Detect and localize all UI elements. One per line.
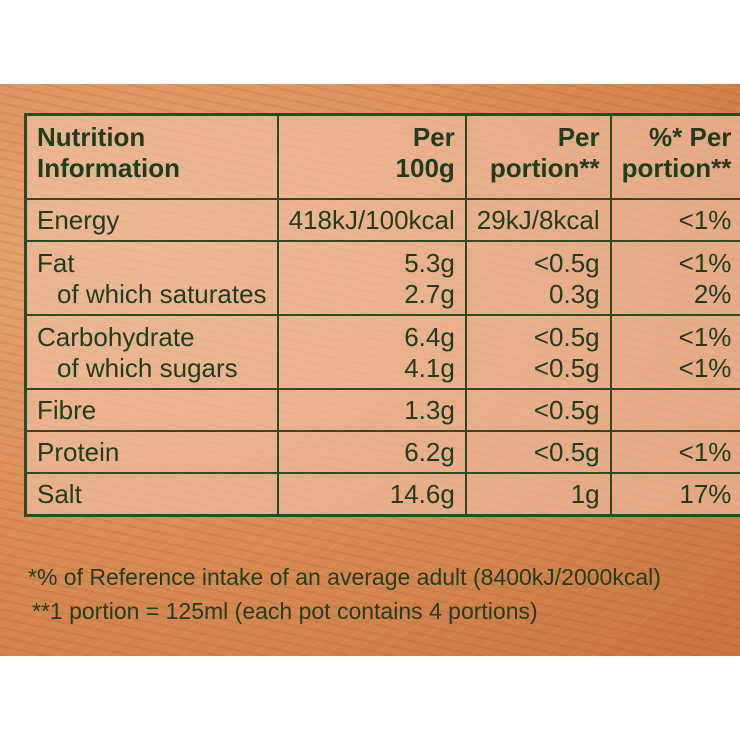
row-label: Carbohydrate xyxy=(37,322,195,352)
header-line: portion** xyxy=(621,153,732,183)
per-portion-value: 0.3g xyxy=(549,279,600,309)
header-line: Per xyxy=(412,122,455,152)
percent-value: <1% xyxy=(678,322,732,352)
table-header-row: Nutrition Information Per 100g Per porti… xyxy=(24,113,740,200)
percent-value: <1% xyxy=(609,198,740,242)
table-row-carbohydrate: Carbohydrate of which sugars 6.4g 4.1g <… xyxy=(24,314,740,390)
per-portion-cell: <0.5g <0.5g xyxy=(464,314,612,390)
per-portion-value: <0.5g xyxy=(464,388,612,432)
per-100g-cell: 6.4g 4.1g xyxy=(276,314,467,390)
percent-value: <1% xyxy=(678,353,732,383)
per-100g-value: 418kJ/100kcal xyxy=(276,198,467,242)
percent-cell: <1% <1% xyxy=(609,314,740,390)
per-portion-value: <0.5g xyxy=(533,248,600,278)
row-label: Energy xyxy=(24,198,279,242)
header-line: portion** xyxy=(489,153,600,183)
table-row-energy: Energy 418kJ/100kcal 29kJ/8kcal <1% xyxy=(24,198,740,242)
row-label: Fibre xyxy=(24,388,279,432)
per-portion-value: 1g xyxy=(464,472,612,517)
per-100g-value: 2.7g xyxy=(404,279,455,309)
per-100g-value: 6.2g xyxy=(276,430,467,474)
header-line: 100g xyxy=(395,153,455,183)
row-sublabel: of which sugars xyxy=(57,353,238,383)
row-sublabel: of which saturates xyxy=(57,279,267,309)
percent-value xyxy=(609,388,740,432)
header-line: Per xyxy=(557,122,600,152)
percent-value: 2% xyxy=(693,279,732,309)
per-100g-value: 1.3g xyxy=(276,388,467,432)
row-label: Fat xyxy=(37,248,75,278)
row-label: Protein xyxy=(24,430,279,474)
header-line: %* Per xyxy=(649,122,732,152)
table-row-fibre: Fibre 1.3g <0.5g xyxy=(24,388,740,432)
header-line: Nutrition xyxy=(37,122,146,152)
per-100g-value: 6.4g xyxy=(404,322,455,352)
footnote-portion-size: **1 portion = 125ml (each pot contains 4… xyxy=(32,598,538,624)
nutrition-table: Nutrition Information Per 100g Per porti… xyxy=(24,113,740,517)
per-100g-value: 5.3g xyxy=(404,248,455,278)
per-100g-value: 4.1g xyxy=(404,353,455,383)
table-row-protein: Protein 6.2g <0.5g <1% xyxy=(24,430,740,474)
per-portion-value: <0.5g xyxy=(533,353,600,383)
per-100g-value: 14.6g xyxy=(276,472,467,517)
per-portion-value: 29kJ/8kcal xyxy=(464,198,612,242)
table-row-fat: Fat of which saturates 5.3g 2.7g <0.5g 0… xyxy=(24,240,740,316)
percent-value: 17% xyxy=(609,472,740,517)
header-percent-per-portion: %* Per portion** xyxy=(609,113,740,200)
per-100g-cell: 5.3g 2.7g xyxy=(276,240,467,316)
per-portion-value: <0.5g xyxy=(464,430,612,474)
percent-value: <1% xyxy=(678,248,732,278)
footnote-reference-intake: *% of Reference intake of an average adu… xyxy=(28,564,661,590)
per-portion-cell: <0.5g 0.3g xyxy=(464,240,612,316)
header-per-100g: Per 100g xyxy=(276,113,467,200)
header-per-portion: Per portion** xyxy=(464,113,612,200)
table-row-salt: Salt 14.6g 1g 17% xyxy=(24,472,740,517)
row-label-cell: Carbohydrate of which sugars xyxy=(24,314,279,390)
percent-cell: <1% 2% xyxy=(609,240,740,316)
row-label: Salt xyxy=(24,472,279,517)
footnotes: *% of Reference intake of an average adu… xyxy=(28,560,728,628)
header-line: Information xyxy=(37,153,180,183)
row-label-cell: Fat of which saturates xyxy=(24,240,279,316)
per-portion-value: <0.5g xyxy=(533,322,600,352)
percent-value: <1% xyxy=(609,430,740,474)
header-nutrition-information: Nutrition Information xyxy=(24,113,279,200)
